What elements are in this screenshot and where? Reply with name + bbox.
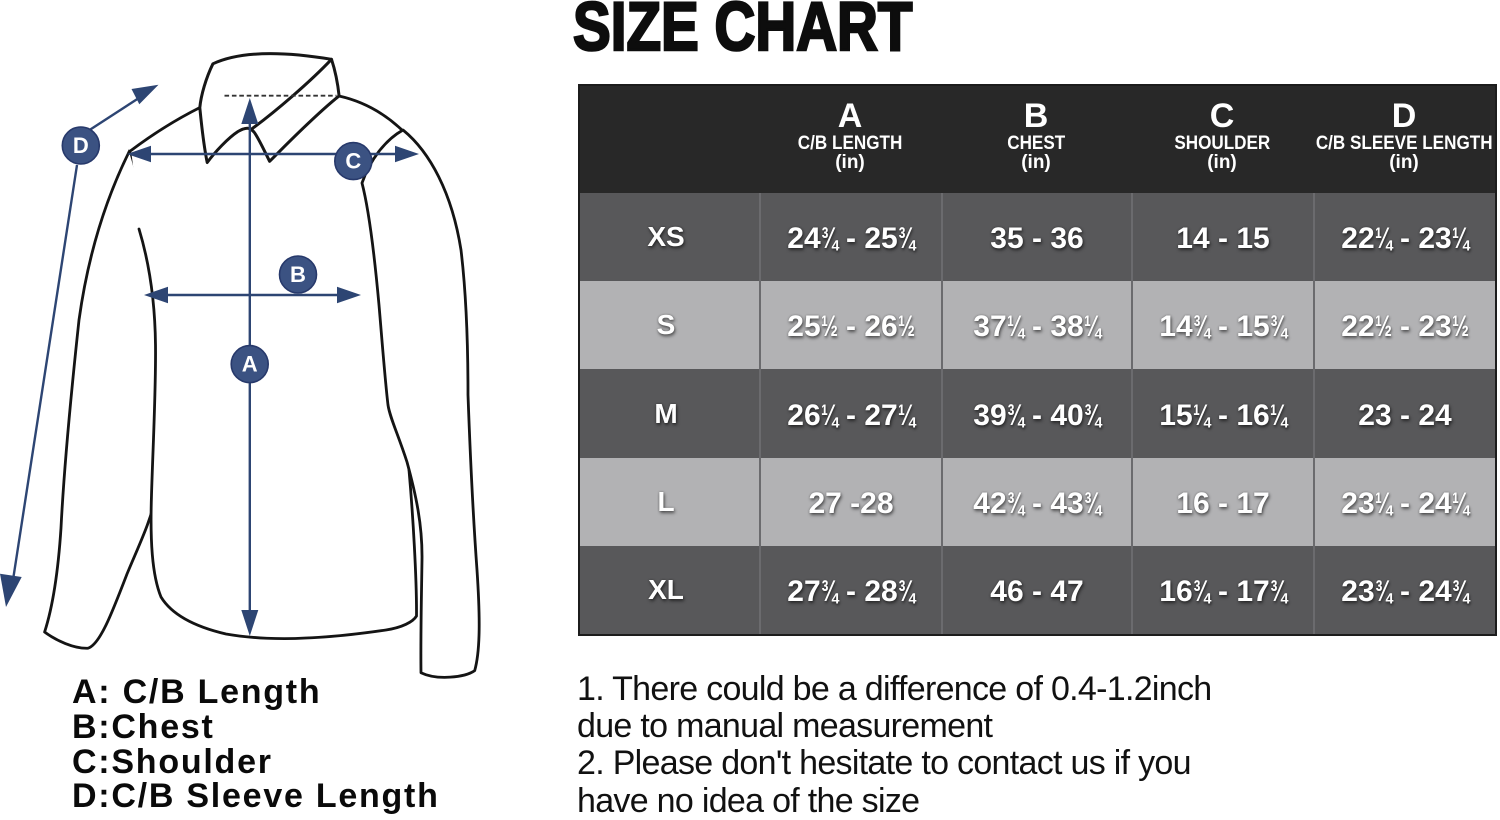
- svg-text:D: D: [73, 133, 89, 158]
- svg-text:A: A: [242, 352, 258, 377]
- svg-text:B: B: [290, 262, 306, 287]
- svg-text:C: C: [345, 149, 361, 174]
